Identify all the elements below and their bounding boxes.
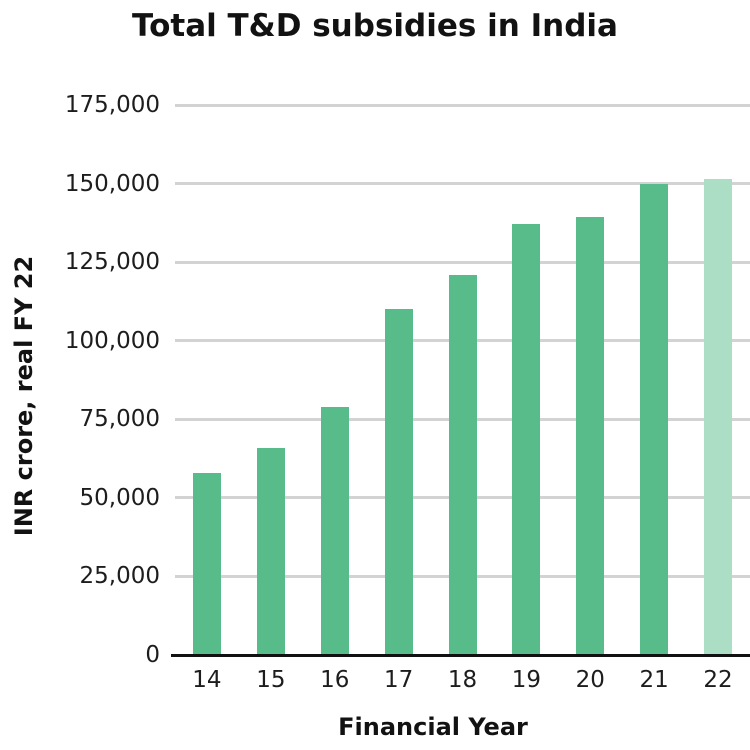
y-tick-label: 125,000: [64, 249, 160, 276]
x-tick-label: 18: [447, 667, 478, 693]
bar-fy18: [448, 274, 477, 655]
x-tick-label: 20: [575, 667, 605, 693]
x-tick-label: 21: [639, 667, 669, 693]
y-tick-label: 0: [145, 642, 160, 668]
bar-fy15: [256, 447, 285, 655]
y-tick-label: 175,000: [64, 92, 160, 118]
gridline-150000: [175, 182, 750, 186]
bar-fy14: [192, 472, 221, 655]
x-tick-label: 15: [256, 667, 286, 693]
bar-fy19: [512, 224, 541, 655]
y-tick-label: 100,000: [64, 327, 160, 354]
bar-fy17: [384, 309, 413, 655]
y-tick-label: 50,000: [79, 484, 160, 511]
gridline-125000: [175, 260, 750, 264]
bar-fy16: [320, 406, 349, 655]
y-tick-label: 75,000: [79, 406, 160, 433]
x-tick-label: 16: [320, 667, 350, 693]
y-tick-label: 25,000: [79, 563, 160, 590]
x-axis-line: [171, 653, 750, 657]
x-tick-label: 14: [192, 667, 222, 693]
chart-title: Total T&D subsidies in India: [132, 8, 618, 44]
x-tick-label: 22: [703, 667, 733, 693]
x-tick-label: 19: [511, 667, 542, 693]
bar-fy20: [576, 216, 605, 655]
x-tick-label: 17: [383, 667, 414, 693]
bar-fy21: [640, 183, 669, 655]
y-tick-label: 150,000: [64, 170, 160, 197]
bar-fy22: [704, 178, 733, 655]
gridline-175000: [175, 103, 750, 107]
x-axis-title: Financial Year: [338, 713, 528, 741]
